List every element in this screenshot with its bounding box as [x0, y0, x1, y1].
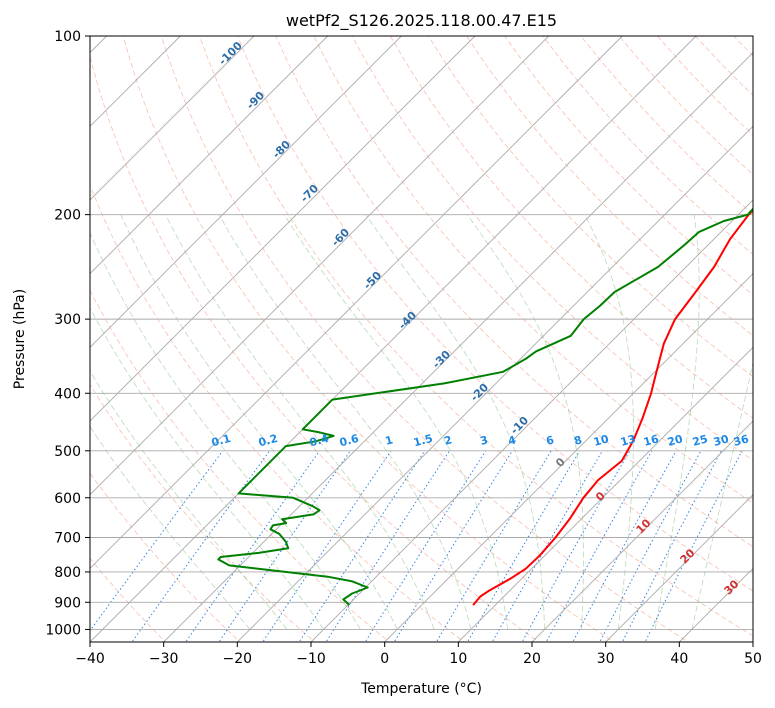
moist-adiabat-line: [654, 214, 700, 630]
dry-adiabat-line: [351, 36, 753, 461]
isotherm-line: [237, 125, 753, 642]
isotherm-line: [90, 36, 328, 275]
dry-adiabat-line: [466, 36, 753, 336]
isotherm-line: [163, 52, 753, 642]
y-tick-label: 100: [54, 29, 81, 45]
mixing-ratio-label: 1: [384, 433, 395, 448]
mixing-ratio-label: 4: [507, 433, 518, 448]
isotherm-line: [90, 36, 549, 496]
isotherm-line: [458, 346, 753, 642]
dry-adiabat-line: [237, 36, 753, 592]
mixing-ratio-line: [491, 450, 603, 642]
isotherm-line: [90, 36, 476, 422]
y-tick-label: 1000: [45, 622, 81, 638]
mixing-ratio-label: 8: [573, 433, 584, 448]
mixing-ratio-line: [90, 450, 224, 632]
dry-adiabat-line: [199, 36, 753, 637]
x-tick-label: −20: [223, 651, 253, 667]
x-tick-label: −30: [149, 651, 179, 667]
mixing-ratio-line: [218, 450, 351, 642]
isotherm-line: [605, 494, 753, 642]
x-tick-label: 30: [597, 651, 615, 667]
mixing-ratio-label: 0.2: [257, 432, 279, 450]
mixing-ratio-label: 25: [691, 432, 709, 449]
profile-line: [472, 209, 753, 606]
mixing-ratio-label: 20: [666, 432, 684, 449]
y-tick-label: 500: [54, 444, 81, 460]
dry-adiabat-line: [90, 383, 316, 642]
mixing-ratio-label: 3: [479, 433, 490, 448]
dry-adiabat-line: [389, 36, 753, 419]
dry-adiabat-line: [275, 36, 753, 548]
mixing-ratio-line: [621, 450, 722, 642]
dry-adiabat-line: [90, 54, 540, 642]
mixing-ratio-line: [325, 450, 451, 642]
chart-title: wetPf2_S126.2025.118.00.47.E15: [286, 11, 557, 31]
mixing-ratio-label: 0.6: [338, 432, 361, 450]
x-axis-ticks: −40 −30 −20 −10 0 10 20 30 40 50: [75, 642, 762, 667]
mixing-ratio-line: [393, 450, 513, 642]
moist-adiabat-line: [165, 214, 435, 630]
mixing-ratio-label: 6: [545, 433, 556, 448]
x-tick-label: 10: [449, 651, 467, 667]
y-tick-label: 300: [54, 312, 81, 328]
mixing-ratio-label: 30: [712, 432, 730, 449]
mixing-ratio-label: 36: [732, 432, 750, 449]
y-tick-label: 900: [54, 595, 81, 611]
y-tick-label: 800: [54, 565, 81, 581]
mixing-ratio-label: 0.1: [210, 432, 232, 450]
x-tick-label: 0: [380, 651, 389, 667]
x-tick-label: 20: [523, 651, 541, 667]
mixing-ratio-label: 1.5: [412, 432, 434, 450]
isotherm-line: [310, 199, 753, 642]
mixing-ratio-label: 10: [592, 432, 610, 449]
isotherm-line: [531, 420, 753, 642]
y-tick-label: 400: [54, 386, 81, 402]
mixing-ratio-label: 13: [619, 432, 637, 449]
mixing-ratio-label: 16: [642, 432, 660, 449]
y-axis-ticks: 100 200 300 400 500 600 700 800 900 1000: [45, 29, 90, 638]
moist-adiabat-line: [90, 370, 288, 630]
isotherm-line: [90, 36, 697, 642]
mixing-ratio-line: [298, 450, 426, 642]
mixing-ratio-line: [466, 450, 581, 642]
moist-adiabat-line: [584, 214, 634, 630]
mixing-ratio-line: [572, 450, 677, 642]
mixing-ratio-line: [364, 450, 487, 642]
moist-adiabat-line: [90, 425, 251, 630]
moist-adiabat-line: [218, 214, 472, 630]
y-tick-label: 200: [54, 208, 81, 224]
moist-adiabat-line: [365, 214, 545, 630]
x-axis-label: Temperature (°C): [360, 681, 482, 697]
mixing-ratio-line: [262, 450, 392, 642]
mixing-ratio-line: [185, 450, 321, 642]
grid-lines: [90, 36, 753, 642]
y-tick-label: 600: [54, 491, 81, 507]
mixing-ratio-label: 2: [443, 433, 454, 448]
plot-frame: [89, 35, 754, 643]
y-tick-label: 700: [54, 531, 81, 547]
x-tick-label: 40: [670, 651, 688, 667]
isotherm-line: [90, 36, 255, 201]
isotherm-line: [384, 273, 753, 642]
y-axis-label: Pressure (hPa): [12, 289, 28, 389]
x-tick-label: 50: [744, 651, 762, 667]
series-lines: [217, 207, 753, 606]
profile-line: [217, 207, 753, 606]
x-tick-label: −10: [296, 651, 326, 667]
mixing-ratio-line: [599, 450, 702, 642]
mixing-ratio-label: 0.4: [308, 432, 331, 450]
isotherm-line: [90, 36, 402, 348]
isotherm-line: [90, 36, 623, 569]
x-tick-label: −40: [75, 651, 105, 667]
